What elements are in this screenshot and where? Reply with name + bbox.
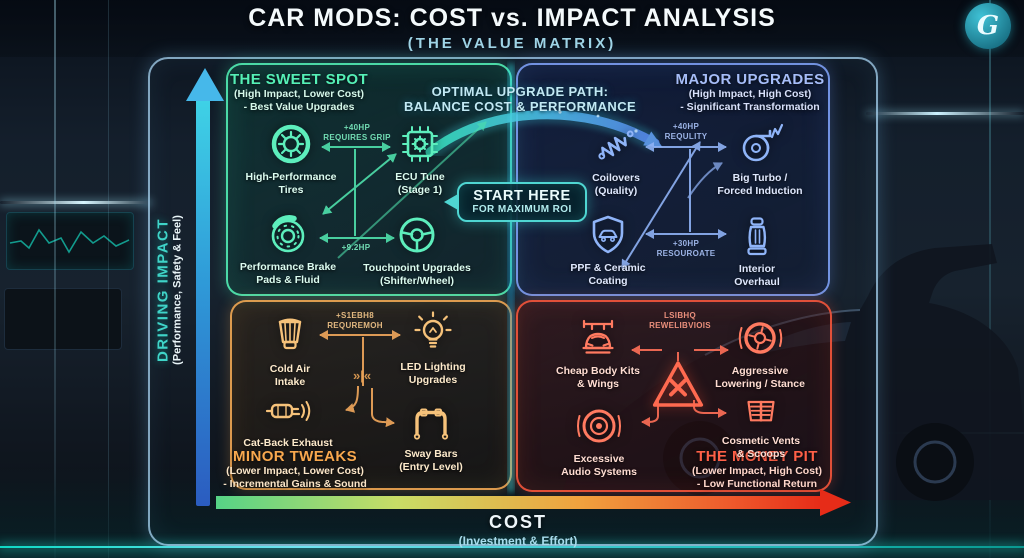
list-item-lowering: Aggressive Lowering / Stance	[694, 314, 826, 391]
exhaust-icon	[222, 386, 354, 434]
neon-line	[108, 0, 109, 558]
garage-panel	[4, 288, 122, 350]
item-label: Touchpoint Upgrades (Shifter/Wheel)	[363, 262, 471, 287]
list-item-intake: Cold Air Intake	[224, 312, 356, 389]
clamp-decor-glyph: »|«	[352, 368, 372, 383]
brand-logo-glyph: G	[976, 11, 1000, 41]
annotation-money-pit: LSIBHQ REWELIBVIOIS	[649, 311, 711, 330]
warning-triangle-icon	[650, 358, 706, 415]
vents-icon	[695, 392, 827, 432]
item-label: Aggressive Lowering / Stance	[715, 365, 805, 390]
tire-icon	[225, 120, 357, 168]
annotation-minor-tweaks: +S1EBH8 REQUREMOH	[327, 311, 383, 330]
brand-logo: G	[965, 3, 1011, 49]
list-item-vents: Cosmetic Vents & Scoops	[695, 392, 827, 461]
list-item-sway-bars: Sway Bars (Entry Level)	[365, 397, 497, 474]
page-title: CAR MODS: COST vs. IMPACT ANALYSIS	[248, 4, 776, 32]
list-item-turbo: Big Turbo / Forced Induction	[694, 121, 826, 198]
light-streak	[866, 112, 1024, 115]
item-label: Cold Air Intake	[269, 363, 311, 388]
x-axis-label: COST (Investment & Effort)	[458, 512, 578, 548]
floor-neon-line	[0, 546, 1024, 548]
list-item-audio: Excessive Audio Systems	[533, 402, 665, 479]
neon-line	[54, 0, 56, 558]
air-intake-icon	[224, 312, 356, 360]
lowered-wheel-icon	[694, 314, 826, 362]
background-top-strip	[0, 0, 1024, 57]
list-item-touchpoints: Touchpoint Upgrades (Shifter/Wheel)	[351, 211, 483, 288]
item-label: Performance Brake Pads & Fluid	[239, 261, 337, 286]
quadrant-money-pit	[516, 300, 832, 492]
brake-disc-icon	[222, 210, 354, 258]
title-block: CAR MODS: COST vs. IMPACT ANALYSIS (THE …	[0, 4, 1024, 52]
item-label: Coilovers (Quality)	[592, 172, 640, 197]
item-label: PPF & Ceramic Coating	[570, 262, 646, 287]
y-axis-label: DRIVING IMPACT (Performance, Safety & Fe…	[154, 215, 184, 365]
led-bulb-icon	[367, 310, 499, 358]
item-label: Sway Bars (Entry Level)	[399, 448, 463, 473]
garage-monitor	[6, 212, 134, 270]
major-upgrades-header: MAJOR UPGRADES (High Impact, High Cost) …	[675, 71, 825, 113]
item-label: Interior Overhaul	[734, 263, 780, 288]
list-item-coilovers: Coilovers (Quality)	[550, 121, 682, 198]
coilover-icon	[550, 121, 682, 169]
item-label: LED Lighting Upgrades	[400, 361, 466, 386]
body-kit-car-icon	[532, 314, 664, 362]
item-label: Excessive Audio Systems	[561, 453, 637, 478]
annotation-hp-mid: +9.2HP	[341, 243, 371, 252]
neon-line	[989, 0, 991, 558]
money-pit-header: THE MONEY PIT (Lower Impact, High Cost) …	[691, 448, 823, 490]
car-seat-icon	[691, 212, 823, 260]
optimal-path-banner: OPTIMAL UPGRADE PATH: BALANCE COST & PER…	[403, 84, 637, 114]
annotation-hp-bottom-right: +30HP RESOUROATE	[656, 239, 716, 258]
speaker-icon	[533, 402, 665, 450]
minor-tweaks-header: MINOR TWEAKS (Lower Impact, Lower Cost) …	[223, 448, 367, 490]
list-item-exhaust: Cat-Back Exhaust	[222, 386, 354, 450]
item-label: High-Performance Tires	[245, 171, 337, 196]
matrix-frame	[148, 57, 878, 546]
turbo-icon	[694, 121, 826, 169]
annotation-hp-top-right: +40HP REQULITY	[664, 122, 708, 141]
waveform-graphic	[9, 228, 130, 254]
light-streak	[0, 201, 152, 204]
sway-bar-icon	[365, 397, 497, 445]
list-item-led: LED Lighting Upgrades	[367, 310, 499, 387]
list-item-body-kits: Cheap Body Kits & Wings	[532, 314, 664, 391]
item-label: Cheap Body Kits & Wings	[555, 365, 640, 390]
steering-wheel-icon	[351, 211, 483, 259]
list-item-interior: Interior Overhaul	[691, 212, 823, 289]
page-subtitle: (THE VALUE MATRIX)	[407, 35, 617, 52]
item-label: ECU Tune (Stage 1)	[395, 171, 445, 196]
list-item-brakes: Performance Brake Pads & Fluid	[222, 210, 354, 287]
item-label: Cat-Back Exhaust	[243, 437, 333, 449]
list-item-tires: High-Performance Tires	[225, 120, 357, 197]
list-item-ppf-coating: PPF & Ceramic Coating	[542, 211, 674, 288]
item-label: Big Turbo / Forced Induction	[717, 172, 803, 197]
shield-car-icon	[542, 211, 674, 259]
sweet-spot-header: THE SWEET SPOT (High Impact, Lower Cost)…	[229, 71, 369, 113]
item-label: Cosmetic Vents & Scoops	[721, 435, 801, 460]
annotation-hp-grip: +40HP REQUIRES GRIP	[323, 123, 391, 142]
